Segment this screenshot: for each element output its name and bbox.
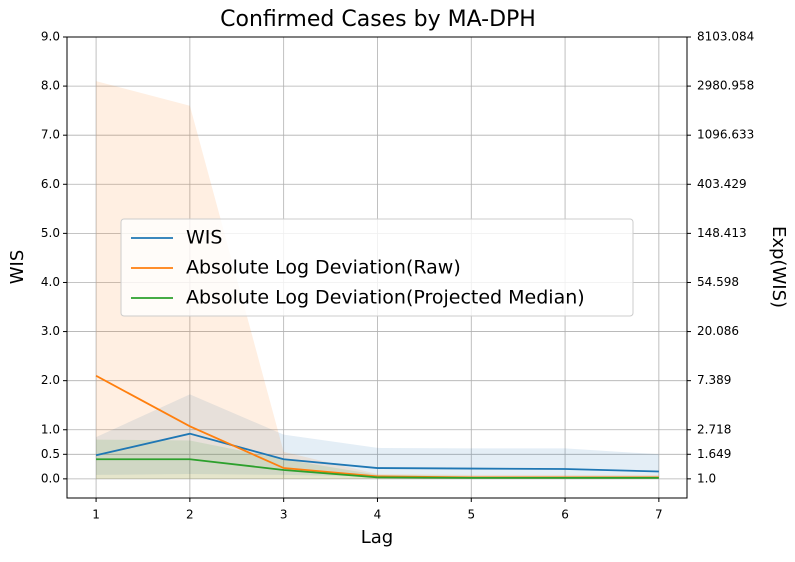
legend: WIS Absolute Log Deviation(Raw) Absolute L…: [120, 218, 634, 317]
y-tick-label: 7.0: [41, 128, 60, 142]
band: [96, 439, 659, 479]
y2-tick-label: 20.086: [697, 324, 739, 338]
x-tick-label: 4: [374, 508, 382, 522]
band: [96, 394, 659, 477]
x-tick-label: 3: [280, 508, 288, 522]
legend-box: [120, 218, 634, 317]
legend-label: WIS: [186, 227, 222, 249]
x-tick-label: 7: [655, 508, 663, 522]
y2-tick-label: 2.718: [697, 422, 731, 436]
y-tick-label: 0.0: [41, 471, 60, 485]
x-axis-label: Lag: [361, 527, 393, 548]
chart-title: Confirmed Cases by MA-DPH: [220, 7, 536, 32]
y2-axis-label: Exp(WIS): [768, 226, 789, 308]
band: [96, 81, 659, 479]
legend-label: Absolute Log Deviation(Raw): [186, 257, 461, 279]
y-axis-label: WIS: [7, 250, 28, 285]
y-tick-label: 9.0: [41, 30, 60, 44]
y-tick-label: 0.5: [41, 447, 60, 461]
y-tick-label: 1.0: [41, 422, 60, 436]
y-tick-label: 3.0: [41, 324, 60, 338]
y2-tick-label: 7.389: [697, 373, 731, 387]
y-tick-label: 2.0: [41, 373, 60, 387]
y-tick-label: 8.0: [41, 79, 60, 93]
y2-tick-label: 2980.958: [697, 79, 754, 93]
y-tick-label: 6.0: [41, 177, 60, 191]
line: [96, 458, 659, 479]
y2-tick-label: 403.429: [697, 177, 747, 191]
y2-tick-label: 148.413: [697, 226, 747, 240]
y-tick-label: 5.0: [41, 226, 60, 240]
x-tick-label: 2: [186, 508, 194, 522]
y2-tick-label: 1.649: [697, 447, 731, 461]
y2-tick-label: 8103.084: [697, 30, 754, 44]
y2-tick-label: 1.0: [697, 471, 716, 485]
y2-tick-label: 54.598: [697, 275, 739, 289]
line: [95, 432, 659, 473]
x-tick-label: 1: [92, 508, 100, 522]
y2-tick-label: 1096.633: [697, 128, 754, 142]
plot-frame: [66, 36, 688, 499]
y-tick-label: 4.0: [41, 275, 60, 289]
x-tick-label: 5: [467, 508, 475, 522]
legend-label: Absolute Log Deviation(Projected Median): [186, 287, 585, 309]
x-tick-label: 6: [561, 508, 569, 522]
